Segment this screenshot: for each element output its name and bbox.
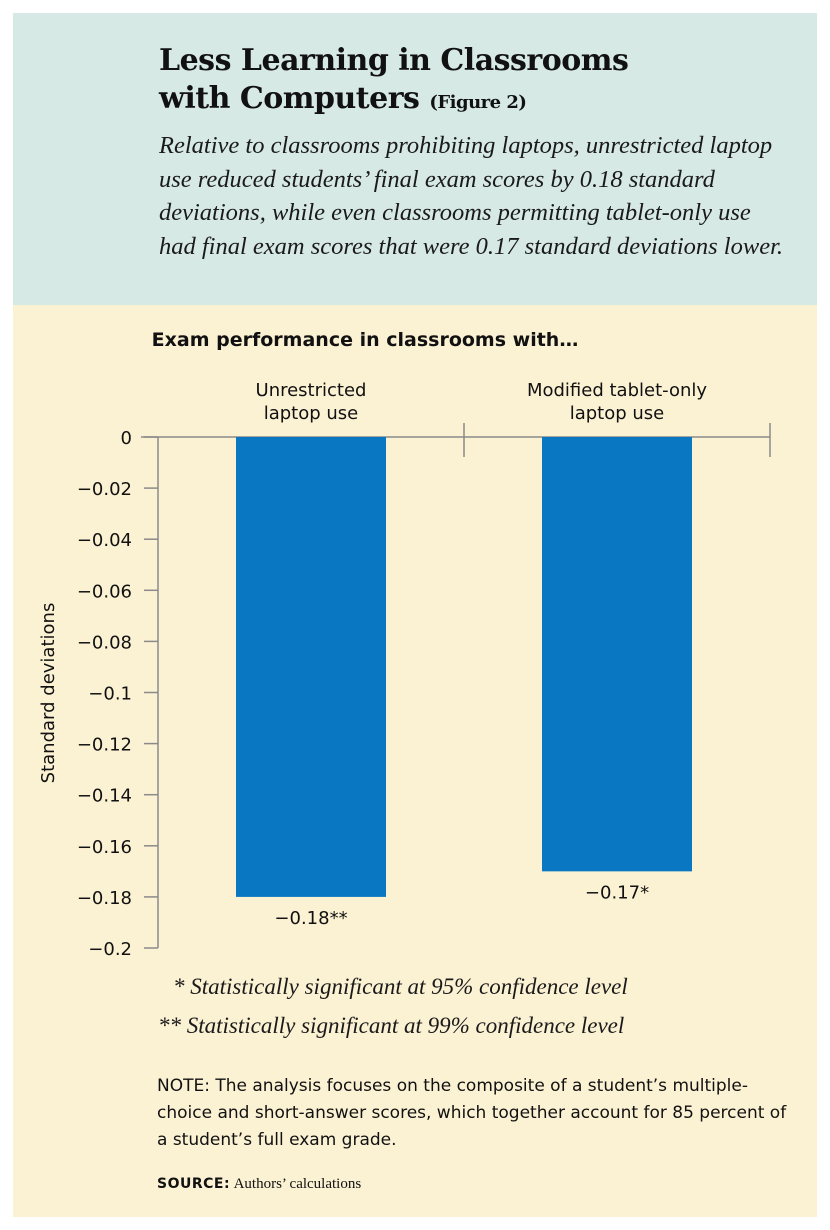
category-label: laptop use [570,403,665,424]
chart-title: Exam performance in classrooms with… [151,329,579,351]
bar [542,437,692,872]
category-label: Unrestricted [256,380,367,401]
y-axis-label: Standard deviations [38,603,59,784]
figure-label: (Figure 2) [429,92,527,113]
y-tick-label: −0.2 [88,939,132,960]
y-tick-label: 0 [121,428,132,449]
y-tick-label: −0.02 [77,479,132,500]
footnote-95: * Statistically significant at 95% confi… [173,974,628,999]
bar-data-label: −0.17* [585,882,649,903]
subtitle: Relative to classrooms prohibiting lapto… [159,132,784,260]
bar [236,437,386,897]
y-tick-label: −0.12 [77,735,132,756]
figure-panel: Less Learning in Classrooms with Compute… [13,13,817,1217]
bar-data-label: −0.18** [274,908,347,929]
y-tick-label: −0.14 [77,786,132,807]
y-tick-label: −0.1 [88,684,132,705]
title-line-2: with Computers (Figure 2) [159,81,799,116]
y-tick-label: −0.06 [77,581,132,602]
source-line: SOURCE: Authors’ calculations [157,1176,361,1193]
source-label: SOURCE: [157,1176,231,1192]
header-panel: Less Learning in Classrooms with Compute… [13,13,817,305]
y-tick-label: −0.04 [77,530,132,551]
title-line-1: Less Learning in Classrooms [159,43,629,78]
y-tick-label: −0.16 [77,837,132,858]
category-label: laptop use [264,403,359,424]
source-text: Authors’ calculations [233,1176,362,1192]
bar-chart: 0 −0.02 −0.04 −0.06 −0.08 −0.1 −0.12 −0.14 −0.16… [38,380,771,960]
category-label: Modified tablet-only [527,380,707,401]
y-tick-label: −0.08 [77,632,132,653]
y-tick-label: −0.18 [77,888,132,909]
note-text: NOTE: The analysis focuses on the compos… [157,1076,787,1150]
footnote-99: ** Statistically significant at 99% conf… [158,1013,625,1038]
title-text: with Computers [159,81,420,116]
